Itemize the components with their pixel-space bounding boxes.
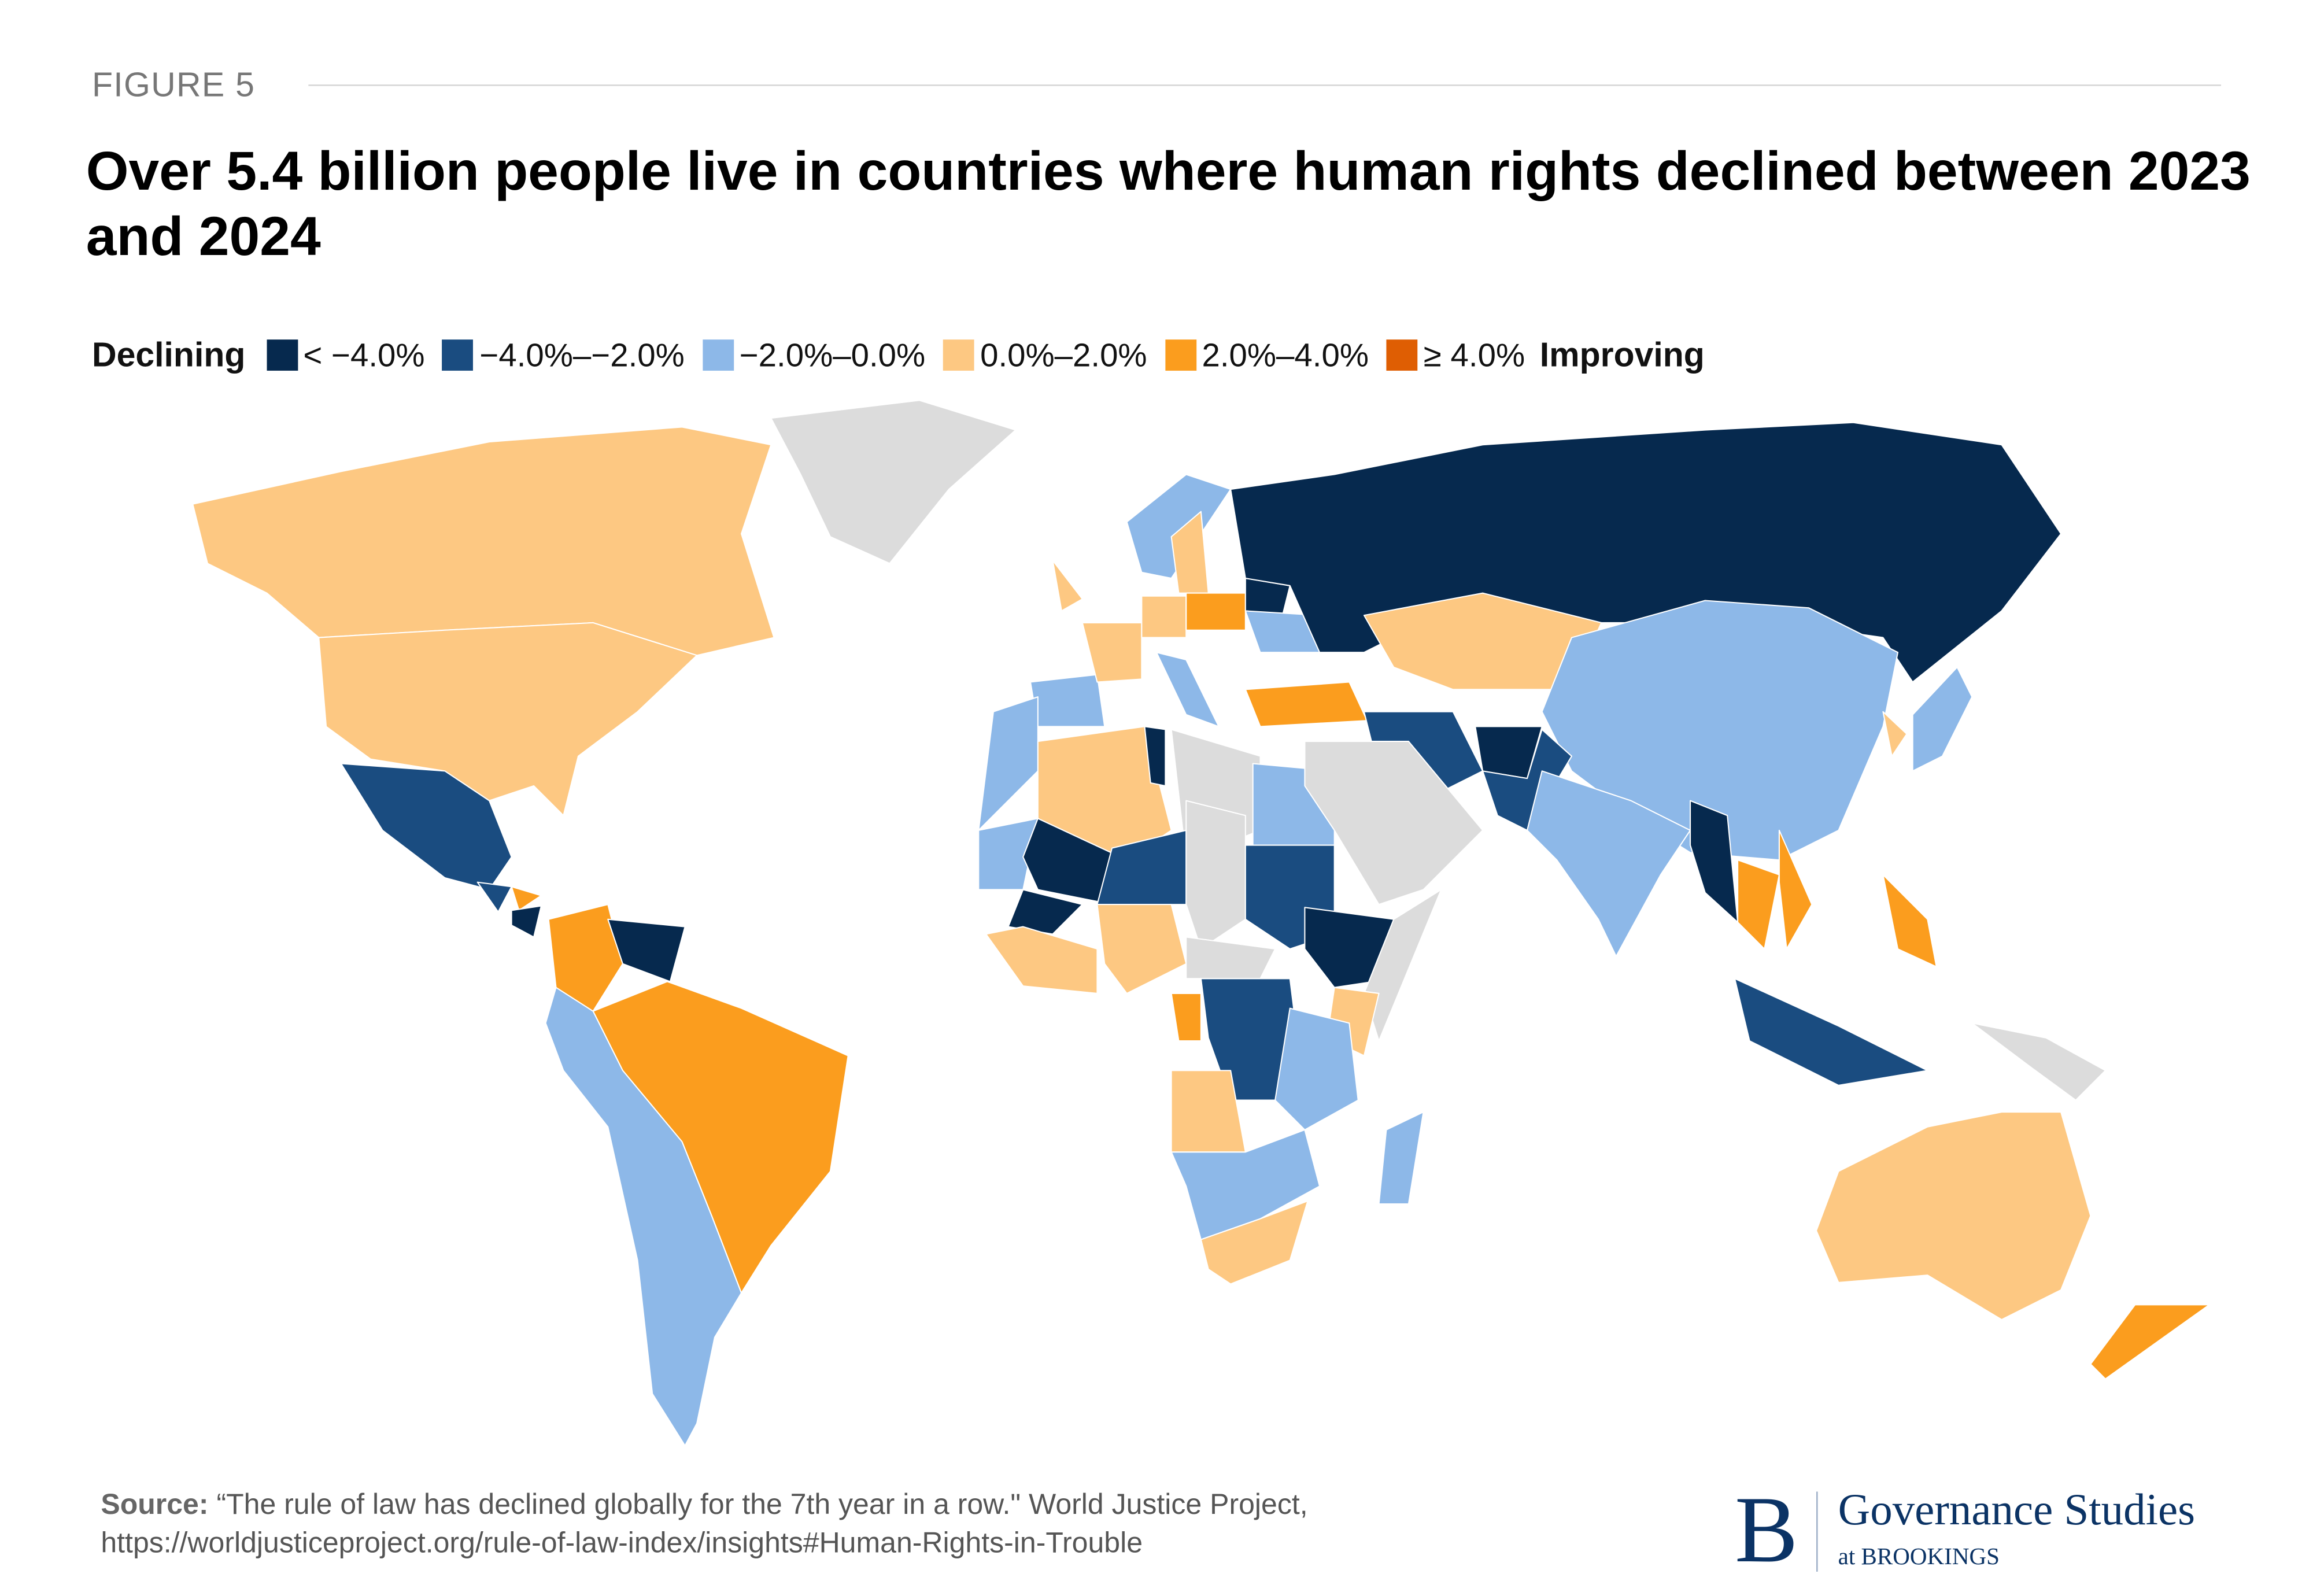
source-note: Source: “The rule of law has declined gl… — [101, 1486, 1307, 1562]
source-label: Source: — [101, 1488, 209, 1521]
country-saudi-arabia — [1304, 741, 1484, 906]
divider — [308, 84, 2222, 86]
country-myanmar — [1690, 800, 1739, 923]
country-poland — [1185, 592, 1246, 631]
legend-swatch — [266, 339, 298, 371]
country-madagascar — [1378, 1111, 1424, 1205]
logo-sub: at BROOKINGS — [1838, 1545, 2000, 1571]
country-thailand — [1737, 859, 1780, 950]
country-new-zealand — [2090, 1304, 2210, 1380]
country-somalia — [1363, 889, 1442, 1042]
country-mexico — [340, 763, 512, 891]
legend-label: 2.0%–4.0% — [1202, 335, 1369, 373]
country-spain — [1030, 674, 1106, 727]
country-canada — [192, 426, 775, 656]
legend-items: < −4.0% −4.0%–−2.0% −2.0%–0.0% 0.0%–2.0% 2.0… — [249, 336, 1525, 375]
country-greenland — [770, 400, 1017, 564]
country-morocco — [978, 696, 1039, 831]
country-venezuela — [607, 918, 686, 982]
country-nicaragua — [511, 905, 542, 938]
world-map — [192, 400, 2210, 1447]
country-colombia — [548, 904, 623, 1012]
source-url[interactable]: https://worldjusticeproject.org/rule-of-… — [101, 1527, 1143, 1560]
country-vietnam — [1778, 829, 1813, 950]
legend-end-label: Improving — [1539, 335, 1705, 374]
country-ethiopia — [1304, 907, 1395, 988]
brookings-logo: B Governance Studies at BROOKINGS — [1734, 1476, 2196, 1582]
country-south-korea — [1882, 711, 1908, 757]
country-japan — [1912, 666, 1973, 772]
country-nigeria — [1096, 904, 1187, 994]
country-gabon — [1170, 992, 1202, 1042]
country-turkey — [1244, 681, 1368, 727]
country-india — [1526, 770, 1691, 957]
country-tanzania — [1274, 1007, 1359, 1130]
country-pakistan — [1482, 729, 1572, 831]
logo-name: Governance Studies — [1838, 1486, 2196, 1535]
country-south-africa — [1200, 1200, 1309, 1285]
figure-label: FIGURE 5 — [91, 65, 256, 104]
legend-start-label: Declining — [91, 335, 246, 374]
legend-label: −2.0%–0.0% — [739, 335, 926, 373]
country-burkina-faso — [1007, 889, 1083, 935]
country-france — [1081, 622, 1143, 683]
source-text: “The rule of law has declined globally f… — [216, 1488, 1308, 1521]
logo-letter: B — [1734, 1476, 1798, 1582]
legend-swatch — [1165, 339, 1196, 371]
country-united-kingdom — [1052, 560, 1083, 612]
country-tunisia — [1144, 726, 1166, 786]
legend-label: 0.0%–2.0% — [980, 335, 1147, 373]
country-central-african-republic — [1185, 936, 1276, 980]
logo-divider — [1816, 1491, 1817, 1572]
country-indonesia — [1734, 978, 1928, 1086]
legend-swatch — [442, 339, 474, 371]
country-guatemala — [476, 881, 512, 912]
legend-label: ≥ 4.0% — [1423, 335, 1525, 373]
legend-swatch — [943, 339, 974, 371]
country-chad — [1185, 800, 1246, 950]
legend-label: < −4.0% — [303, 335, 425, 373]
country-peru-bolivia-chile-argentina — [545, 987, 742, 1447]
legend: Declining < −4.0% −4.0%–−2.0% −2.0%–0.0% 0.… — [92, 335, 1705, 375]
legend-swatch — [702, 339, 734, 371]
country-united-states — [318, 622, 698, 817]
country-papua-new-guinea — [1971, 1022, 2107, 1101]
legend-label: −4.0%–−2.0% — [479, 335, 685, 373]
country-australia — [1815, 1111, 2092, 1321]
country-italy — [1155, 652, 1220, 727]
country-russia — [1230, 422, 2062, 683]
country-zambia-namibia-botswana — [1170, 1129, 1321, 1240]
country-germany — [1141, 595, 1187, 638]
country-honduras — [511, 886, 542, 911]
chart-title: Over 5.4 billion people live in countrie… — [86, 141, 2251, 267]
country-ghana — [985, 926, 1098, 994]
country-philippines — [1882, 874, 1937, 967]
legend-swatch — [1386, 339, 1418, 371]
